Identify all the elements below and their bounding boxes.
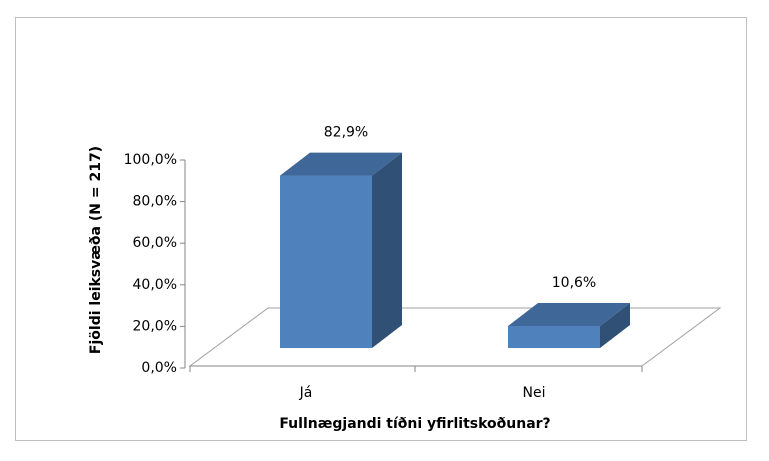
bar-side (372, 152, 402, 348)
x-axis-title: Fullnægjandi tíðni yfirlitskoðunar? (279, 416, 550, 432)
x-tick-label: Já (299, 385, 313, 401)
value-label: 10,6% (552, 275, 596, 291)
x-tick-label: Nei (523, 385, 546, 401)
bar-front (508, 325, 600, 348)
y-tick-label: 60,0% (133, 235, 177, 251)
bar-side (600, 302, 630, 348)
bar-front (280, 175, 372, 348)
y-tick-label: 100,0% (124, 152, 177, 168)
bar-top (508, 302, 630, 326)
y-axis-title: Fjöldi leiksvæða (N = 217) (88, 146, 104, 354)
y-tick-label: 40,0% (133, 277, 177, 293)
value-label: 82,9% (324, 125, 368, 141)
bar-top (280, 152, 402, 176)
y-tick-label: 20,0% (133, 318, 177, 334)
y-tick-label: 80,0% (133, 194, 177, 210)
y-tick-label: 0,0% (141, 360, 177, 376)
